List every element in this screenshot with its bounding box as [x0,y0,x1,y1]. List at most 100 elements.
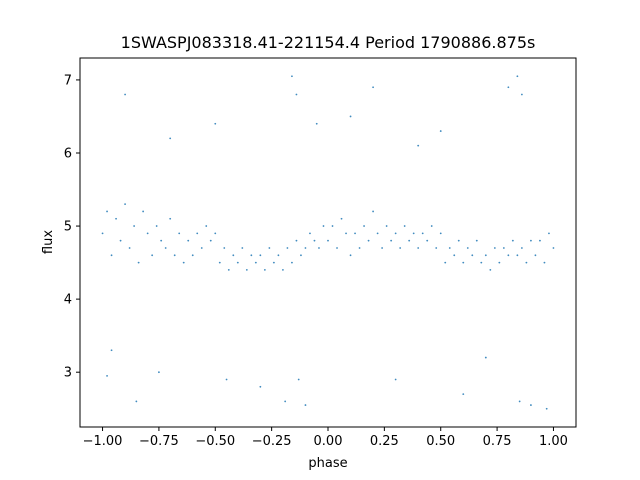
data-point [417,144,420,147]
data-point [164,247,167,249]
data-point [354,232,356,235]
x-tick-label: 0.75 [483,434,512,449]
data-point [520,93,523,96]
data-point [286,247,289,249]
y-axis: 3 4 5 6 7 [64,73,80,381]
data-point [399,247,402,249]
data-point [548,232,550,235]
data-point [322,225,325,227]
data-point [205,225,208,227]
x-axis-label: phase [308,456,347,471]
data-point [315,122,318,125]
data-point [363,225,365,227]
y-tick-label: 7 [64,73,72,88]
y-axis-label: flux [41,230,56,254]
data-point [516,75,519,78]
data-point [471,254,474,257]
data-point [444,261,447,264]
y-tick-label: 4 [64,293,72,308]
data-point [520,247,523,249]
data-point [336,247,338,249]
data-point [439,130,442,132]
data-point [372,210,374,213]
y-tick-label: 3 [64,366,72,381]
x-tick-label: 1.00 [539,434,568,449]
data-point [394,232,397,235]
data-point [430,225,433,227]
data-point [518,400,521,403]
data-point [158,371,160,374]
data-point [282,269,284,271]
data-point [439,232,442,235]
data-point [236,261,239,264]
data-point [484,356,487,359]
data-point [462,393,465,396]
data-point [313,239,316,242]
x-tick-label: −0.50 [195,434,235,449]
data-point [110,254,113,257]
data-point [297,378,300,381]
data-point [385,225,388,227]
data-point [457,239,460,242]
x-axis: −1.00 −0.75 −0.50 −0.25 0.00 0.25 0.50 0.75 1.00 [83,427,568,449]
data-point [291,261,293,264]
data-point [493,247,496,249]
data-point [119,239,122,242]
data-point [530,239,532,242]
data-point [223,247,226,249]
data-point [182,261,185,264]
data-point [110,349,113,352]
data-point [187,239,190,242]
data-point [552,247,555,249]
data-point [232,254,235,257]
data-point [268,247,271,249]
x-tick-label: 0.50 [426,434,455,449]
x-tick-label: 0.25 [370,434,399,449]
data-point [345,232,347,235]
data-point [349,115,352,118]
data-point [539,239,541,242]
data-point [304,247,307,249]
data-point [331,225,334,227]
data-point [169,137,172,140]
data-point [218,261,221,264]
data-point [101,232,104,235]
data-point [254,261,257,264]
data-point [300,254,302,257]
data-point [475,239,478,242]
data-point [250,254,253,257]
data-point [214,122,217,125]
data-point [173,254,176,257]
data-point [291,75,293,78]
data-point [498,261,501,264]
data-point [209,239,212,242]
data-point [480,261,483,264]
data-point [507,254,510,257]
data-point [142,210,145,213]
data-point [530,404,532,406]
data-point [225,378,228,381]
data-point [106,210,108,213]
data-point [403,225,406,227]
data-point [135,400,138,403]
data-point [507,86,510,89]
data-point [412,232,415,235]
data-point [525,261,528,264]
data-point [435,247,438,249]
x-tick-label: −1.00 [83,434,123,449]
data-point [227,269,230,271]
data-point [259,254,262,257]
data-point [241,247,244,249]
data-point [390,239,393,242]
data-point [295,93,298,96]
data-point [376,232,379,235]
data-point [178,232,181,235]
data-point [245,269,248,271]
data-point [272,261,275,264]
x-tick-label: −0.75 [139,434,179,449]
data-point [160,239,163,242]
data-point [484,254,487,257]
x-tick-label: −0.25 [252,434,292,449]
